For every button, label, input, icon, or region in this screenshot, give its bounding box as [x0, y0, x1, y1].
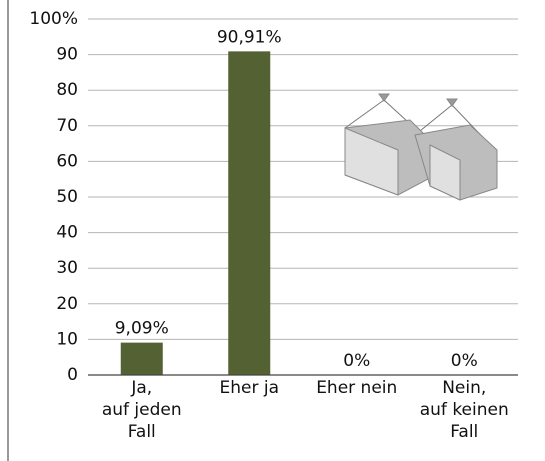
- x-tick-label-box: Nein, auf keinen Fall: [409, 377, 519, 457]
- value-label: 90,91%: [217, 27, 282, 47]
- y-tick-label: 90: [56, 45, 78, 65]
- x-tick-label-box: Ja, auf jeden Fall: [87, 377, 197, 457]
- x-tick-label-box: Eher nein: [302, 377, 412, 457]
- x-tick-label: Nein, auf keinen Fall: [409, 377, 519, 443]
- bar: [228, 51, 270, 375]
- y-tick-label: 0: [67, 365, 78, 385]
- chart: 0 10 20 30 40 50 60 70 80 90 100% 9,09% Ja, auf jede…: [0, 0, 545, 461]
- container-icon: [345, 94, 497, 200]
- x-tick-label: Eher nein: [302, 377, 412, 399]
- y-tick-label: 80: [56, 80, 78, 100]
- y-tick-label: 70: [56, 116, 78, 136]
- x-tick-label: Ja, auf jeden Fall: [87, 377, 197, 443]
- y-tick-label: 40: [56, 223, 78, 243]
- value-label: 0%: [451, 351, 478, 371]
- y-tick-label: 30: [56, 258, 78, 278]
- y-tick-label: 20: [56, 294, 78, 314]
- y-tick-label: 10: [56, 329, 78, 349]
- y-tick-label: 50: [56, 187, 78, 207]
- x-tick-label: Eher ja: [194, 377, 304, 399]
- value-label: 0%: [343, 351, 370, 371]
- value-label: 9,09%: [115, 319, 169, 339]
- bar: [121, 343, 163, 375]
- y-tick-label: 60: [56, 151, 78, 171]
- x-tick-label-box: Eher ja: [194, 377, 304, 457]
- y-tick-label: 100%: [29, 9, 78, 29]
